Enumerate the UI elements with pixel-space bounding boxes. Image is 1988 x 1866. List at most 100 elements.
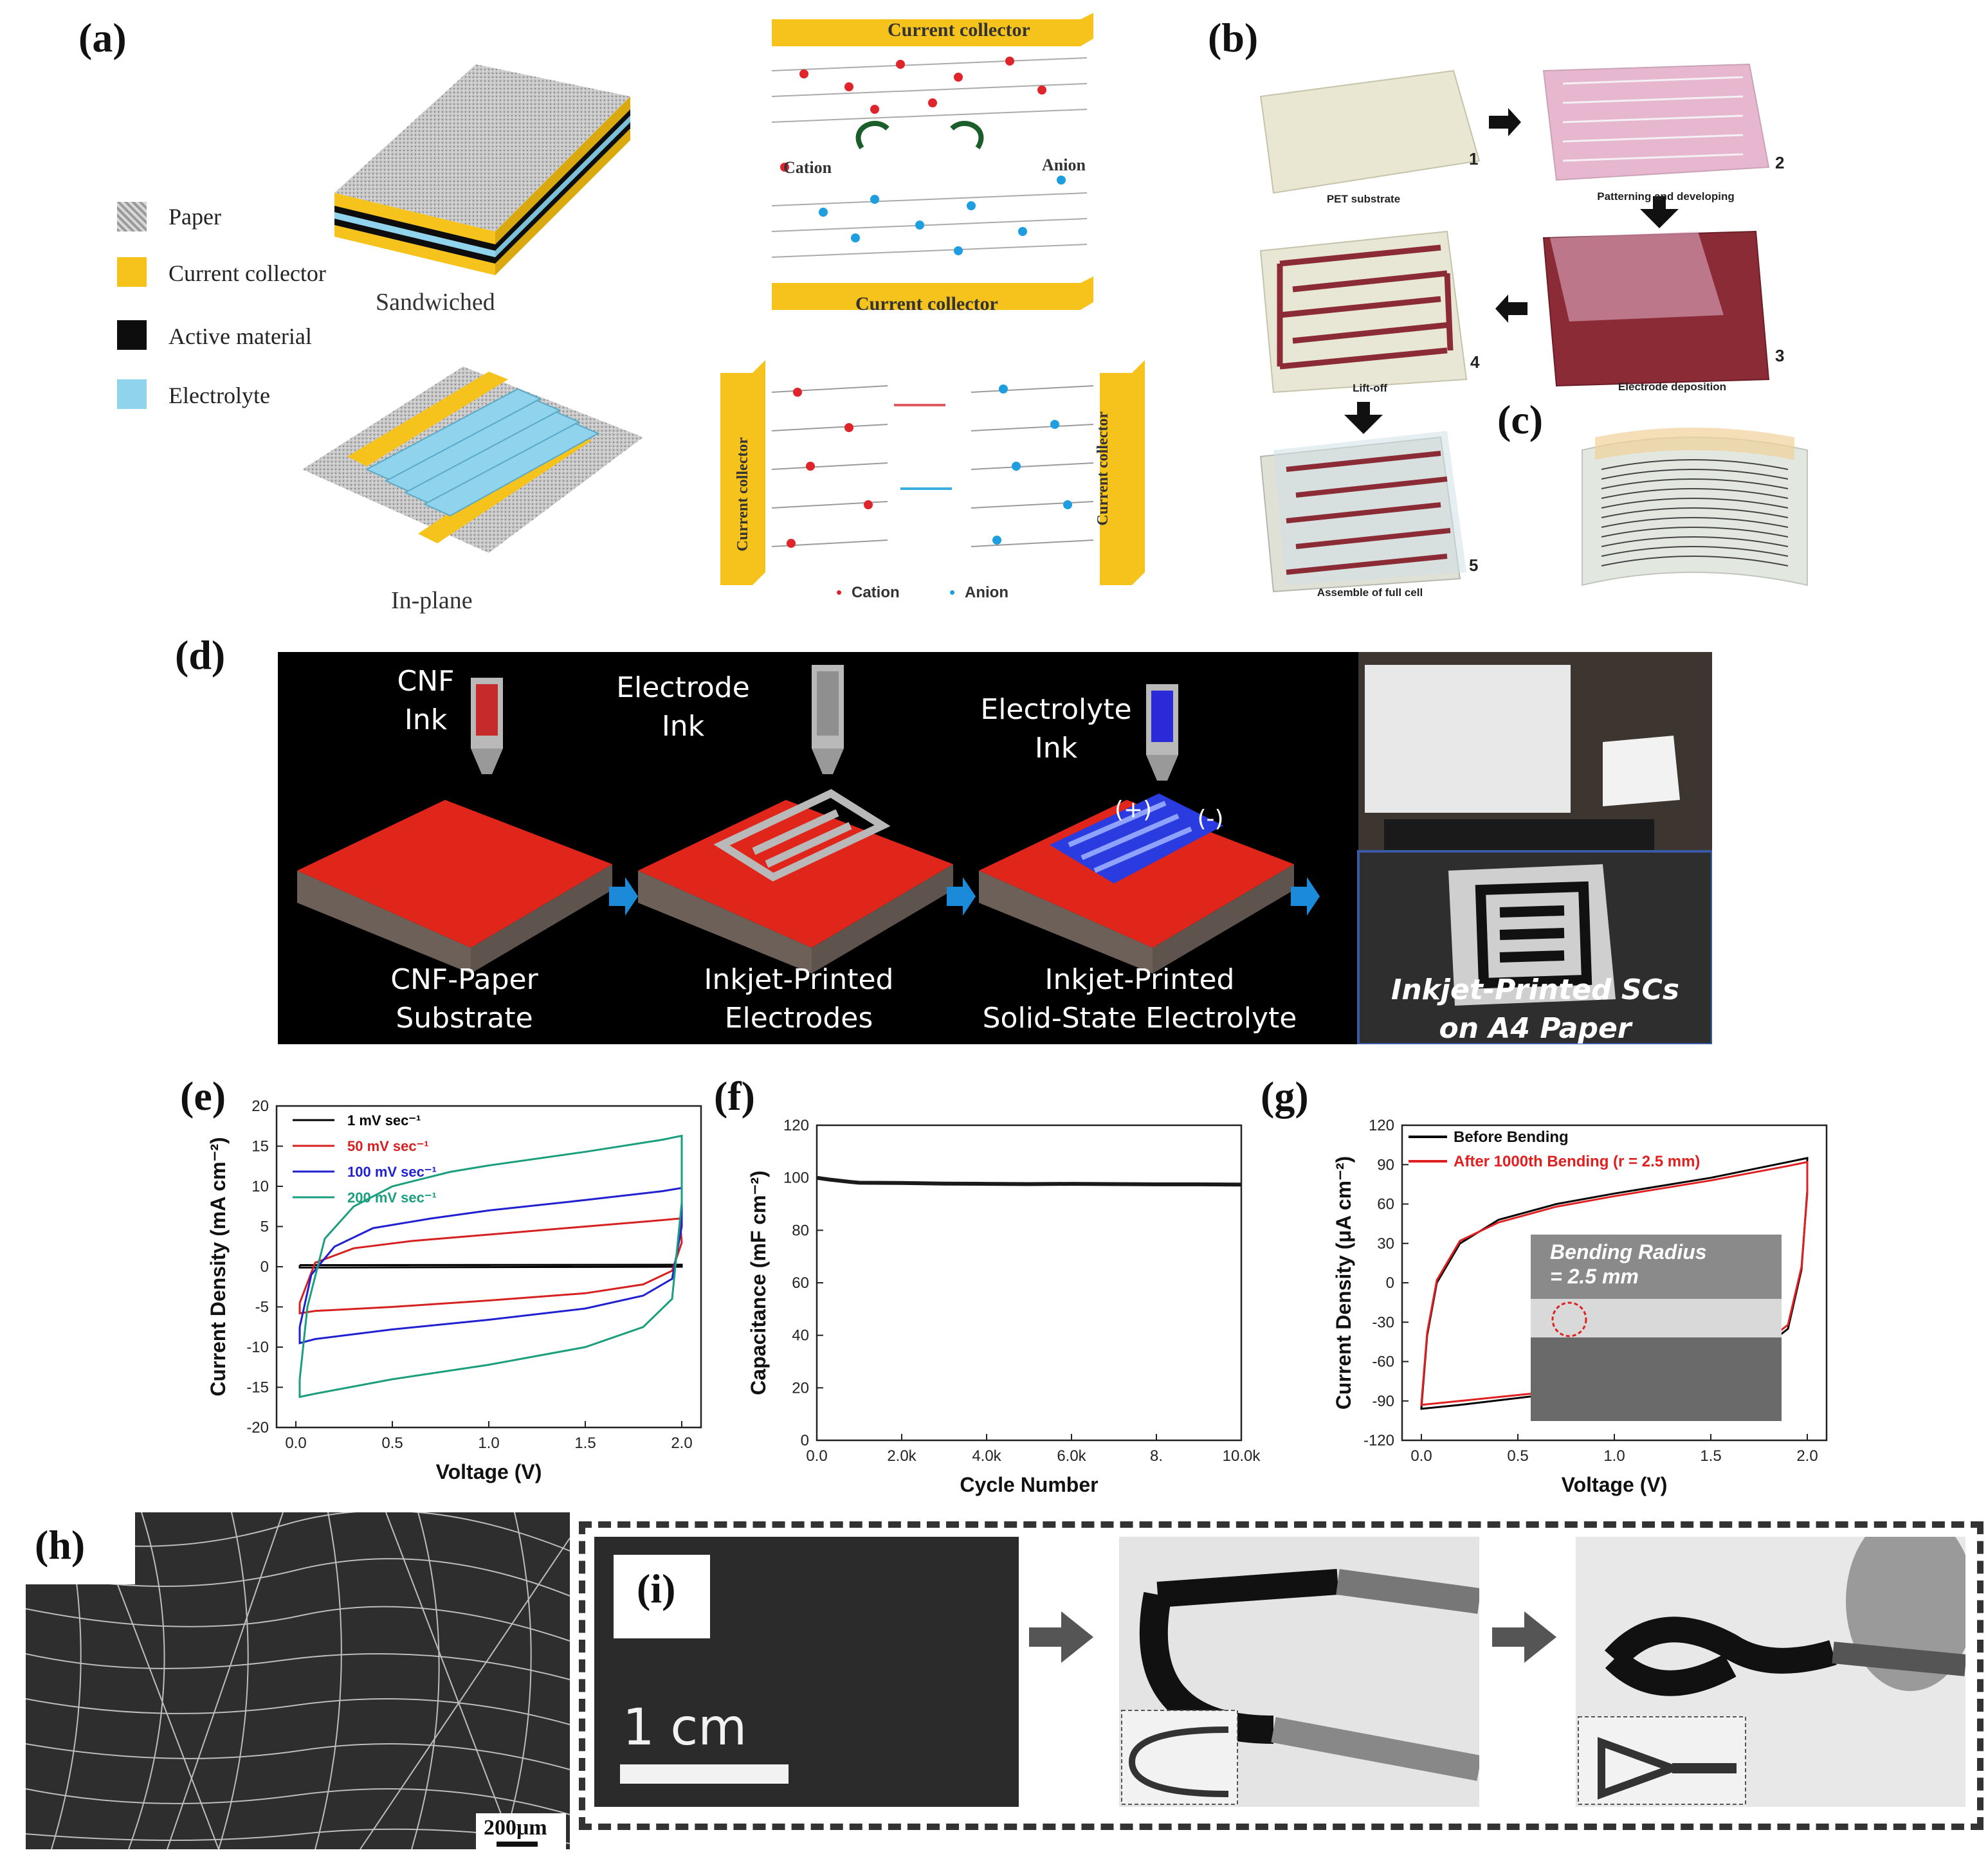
series-line-4	[298, 1134, 683, 1399]
flexible-device-illustration	[1582, 428, 1808, 586]
legend-paper: Paper	[169, 204, 221, 230]
panel-label-g: (g)	[1261, 1073, 1309, 1119]
panel-label-b: (b)	[1208, 15, 1259, 60]
y-tick-label: -60	[1372, 1354, 1394, 1371]
legend-active-material: Active material	[169, 323, 312, 349]
x-tick-label: 0.5	[381, 1435, 403, 1452]
step-5-caption: Assemble of full cell	[1317, 586, 1423, 599]
y-tick-label: -30	[1372, 1314, 1394, 1331]
y-tick-label: 20	[251, 1098, 269, 1115]
panel-label-f: (f)	[714, 1073, 755, 1119]
step-2-caption: Patterning and developing	[1597, 190, 1735, 203]
x-tick-label: 0.5	[1507, 1447, 1528, 1465]
current-collector-top: Current collector	[888, 19, 1030, 41]
x-tick-label: 1.0	[1603, 1447, 1625, 1465]
scale-1cm-bar	[620, 1764, 789, 1784]
legend-label-3: 100 mV sec⁻¹	[347, 1164, 437, 1180]
y-tick-label: 30	[1377, 1235, 1394, 1253]
y-axis-label: Current Density (mA cm⁻²)	[206, 1137, 230, 1396]
x-tick-label: 2.0k	[887, 1447, 916, 1465]
bending-radius-text-2: = 2.5 mm	[1550, 1265, 1639, 1288]
bent-fabric-photo	[1119, 1537, 1479, 1807]
panel-label-h: (h)	[35, 1522, 86, 1568]
panel-h: (h) 200μm	[26, 1512, 570, 1849]
cation-label-bottom: Cation	[852, 584, 900, 601]
y-tick-label: 5	[260, 1218, 269, 1236]
y-tick-label: -20	[246, 1419, 269, 1436]
fabric-photo: (i) 1 cm	[594, 1537, 1019, 1807]
y-tick-label: 80	[792, 1222, 809, 1239]
y-tick-label: 0	[1386, 1274, 1394, 1292]
sandwiched-label: Sandwiched	[376, 289, 495, 316]
step-1-caption: PET substrate	[1326, 193, 1401, 205]
cnf-ink-label: CNF Ink	[397, 665, 455, 736]
x-tick-label: 0.0	[285, 1435, 306, 1452]
x-tick-label: 1.5	[1700, 1447, 1721, 1465]
x-tick-label: 0.0	[806, 1447, 827, 1465]
inkjet-process-illustration	[297, 652, 1712, 1044]
cation-label-top: Cation	[783, 158, 832, 177]
x-tick-label: 8.	[1150, 1447, 1163, 1465]
sandwiched-illustration	[334, 64, 630, 275]
panel-label-e: (e)	[180, 1073, 226, 1119]
legend-label-1: 1 mV sec⁻¹	[347, 1112, 421, 1128]
bending-radius-text-1: Bending Radius	[1550, 1240, 1707, 1264]
step-3-number: 3	[1775, 346, 1785, 365]
x-axis-label: Voltage (V)	[436, 1460, 542, 1483]
x-tick-label: 0.0	[1410, 1447, 1432, 1465]
current-collector-swatch	[117, 257, 147, 287]
legend-label-2: 50 mV sec⁻¹	[347, 1138, 429, 1154]
y-tick-label: 120	[783, 1117, 809, 1134]
series-line-1	[816, 1175, 1242, 1187]
bending-inset-circle	[1551, 1301, 1587, 1337]
scale-bar-200um: 200μm	[484, 1816, 547, 1840]
y-tick-label: 100	[783, 1170, 809, 1187]
ion-transport-stacked	[771, 13, 1093, 310]
chart-e: 0.0 0.5 1.0 1.5 2.0 -20 -15 -10 -5 0 5 10 15 20 Voltag…	[206, 1098, 702, 1483]
panel-label-d: (d)	[175, 632, 226, 678]
caption-electrodes: Inkjet-Printed Electrodes	[704, 963, 894, 1035]
y-tick-label: 40	[792, 1327, 809, 1345]
arrow-right-icon-2	[1492, 1611, 1556, 1663]
panel-d: CNF Ink Electrode Ink Electrolyte Ink (+…	[278, 652, 1712, 1045]
label-box	[614, 1555, 710, 1638]
panel-label-a: (a)	[78, 15, 127, 60]
series-line-2	[298, 1217, 683, 1315]
y-tick-label: 60	[1377, 1196, 1394, 1213]
legend-label-1: Before Bending	[1454, 1128, 1569, 1146]
paper-swatch	[117, 202, 147, 231]
y-tick-label: -90	[1372, 1393, 1394, 1410]
in-plane-illustration	[302, 367, 643, 553]
panel-label-c: (c)	[1497, 397, 1544, 442]
electrolyte-ink-label: Electrolyte Ink	[980, 693, 1132, 765]
active-material-swatch	[117, 320, 147, 350]
ion-transport-in-plane	[720, 360, 1145, 585]
bending-inset-base	[1531, 1337, 1782, 1421]
legend-current-collector: Current collector	[169, 260, 326, 286]
current-collector-right: Current collector	[1095, 412, 1111, 526]
legend-label-4: 200 mV sec⁻¹	[347, 1190, 437, 1206]
y-tick-label: -10	[246, 1339, 269, 1356]
y-tick-label: -120	[1363, 1432, 1394, 1449]
bending-inset-device	[1531, 1299, 1782, 1337]
y-tick-label: 20	[792, 1379, 809, 1397]
negative-terminal: (-)	[1197, 806, 1224, 832]
anion-label-top: Anion	[1042, 156, 1086, 174]
panel-label-i: (i)	[637, 1566, 676, 1611]
caption-electrolyte: Inkjet-Printed Solid-State Electrolyte	[982, 963, 1297, 1035]
x-tick-label: 2.0	[1796, 1447, 1818, 1465]
step-4-number: 4	[1470, 352, 1480, 372]
liftoff-label: Lift-off	[1353, 382, 1387, 394]
y-tick-label: 15	[251, 1138, 269, 1155]
y-tick-label: -15	[246, 1379, 269, 1397]
y-tick-label: 120	[1369, 1117, 1394, 1134]
x-tick-label: 4.0k	[972, 1447, 1001, 1465]
electrode-ink-label: Electrode Ink	[616, 671, 750, 743]
y-tick-label: 90	[1377, 1156, 1394, 1173]
anion-bullet: •	[949, 583, 956, 602]
chart-g: 0.0 0.5 1.0 1.5 2.0 -120 -90 -60 -30 0 30 60 90 120 Vo…	[1332, 1117, 1828, 1496]
x-tick-label: 6.0k	[1057, 1447, 1086, 1465]
arrow-right-icon	[1029, 1611, 1093, 1663]
anion-label-bottom: Anion	[965, 584, 1008, 601]
y-axis-label: Current Density (μA cm⁻²)	[1332, 1156, 1355, 1409]
